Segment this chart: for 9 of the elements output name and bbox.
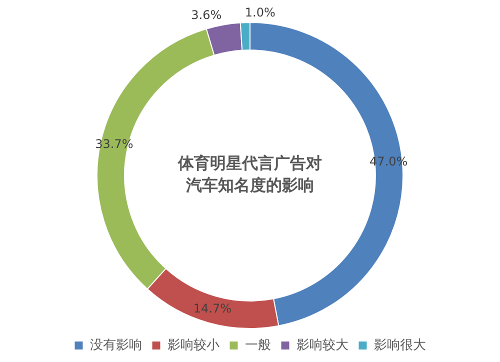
legend-label: 一般 [244,338,271,353]
legend-label: 影响较大 [296,338,348,353]
data-label: 1.0% [244,6,276,20]
legend-label: 影响很大 [374,338,426,353]
text: 体育明星代言广告对汽车知名度的影响 [177,154,322,195]
legend-label: 影响较小 [167,338,220,353]
data-label: 3.6% [191,8,222,22]
legend-label: 没有影响 [90,338,142,353]
data-label: 14.7% [193,302,232,316]
